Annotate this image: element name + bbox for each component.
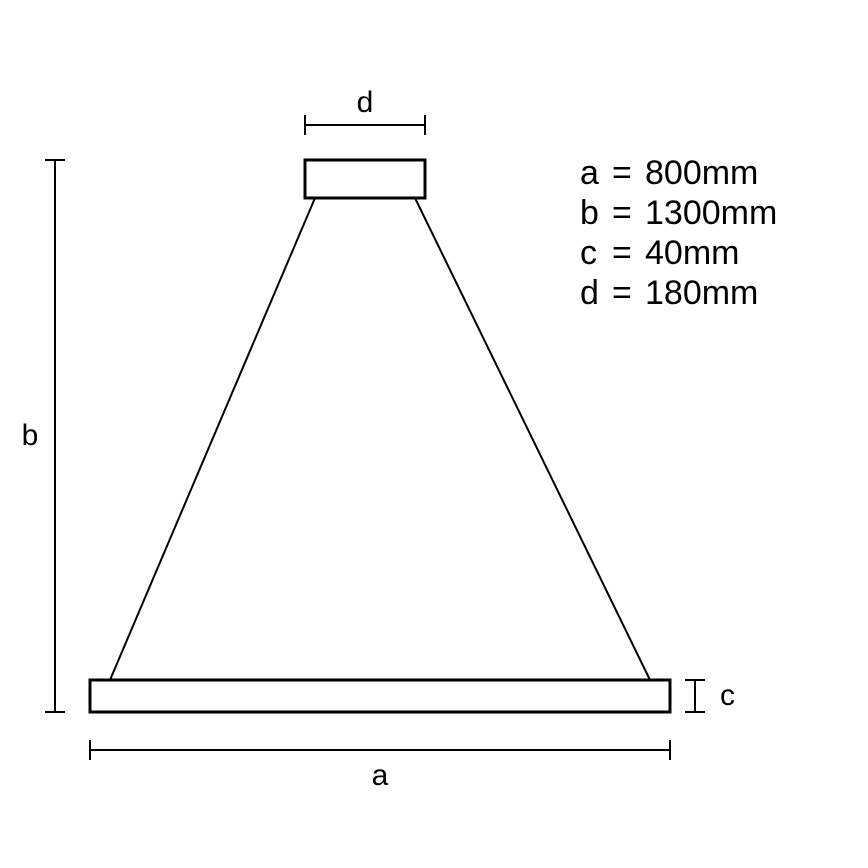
legend-value-a: 800mm [645,154,758,192]
legend-value-d: 180mm [645,274,758,312]
dimension-a: a [90,740,670,792]
legend-key-a: a [580,154,599,192]
legend-key-d: d [580,274,599,312]
legend-eq-b: = [612,194,632,232]
legend-eq-a: = [612,154,632,192]
legend-value-b: 1300mm [645,194,777,232]
dim-c-label: c [720,679,735,712]
fixture-bar [90,680,670,712]
dim-b-label: b [22,419,39,452]
dimension-b: b [22,160,65,712]
legend: a = 800mm b = 1300mm c = 40mm d = 180mm [580,154,777,312]
dimension-c: c [685,679,735,712]
legend-eq-d: = [612,274,632,312]
dim-d-label: d [357,86,374,119]
cable-left [110,198,315,680]
legend-key-c: c [580,234,597,272]
legend-value-c: 40mm [645,234,739,272]
ceiling-mount [305,160,425,198]
legend-key-b: b [580,194,599,232]
dimension-d: d [305,86,425,135]
legend-eq-c: = [612,234,632,272]
dim-a-label: a [372,759,389,792]
